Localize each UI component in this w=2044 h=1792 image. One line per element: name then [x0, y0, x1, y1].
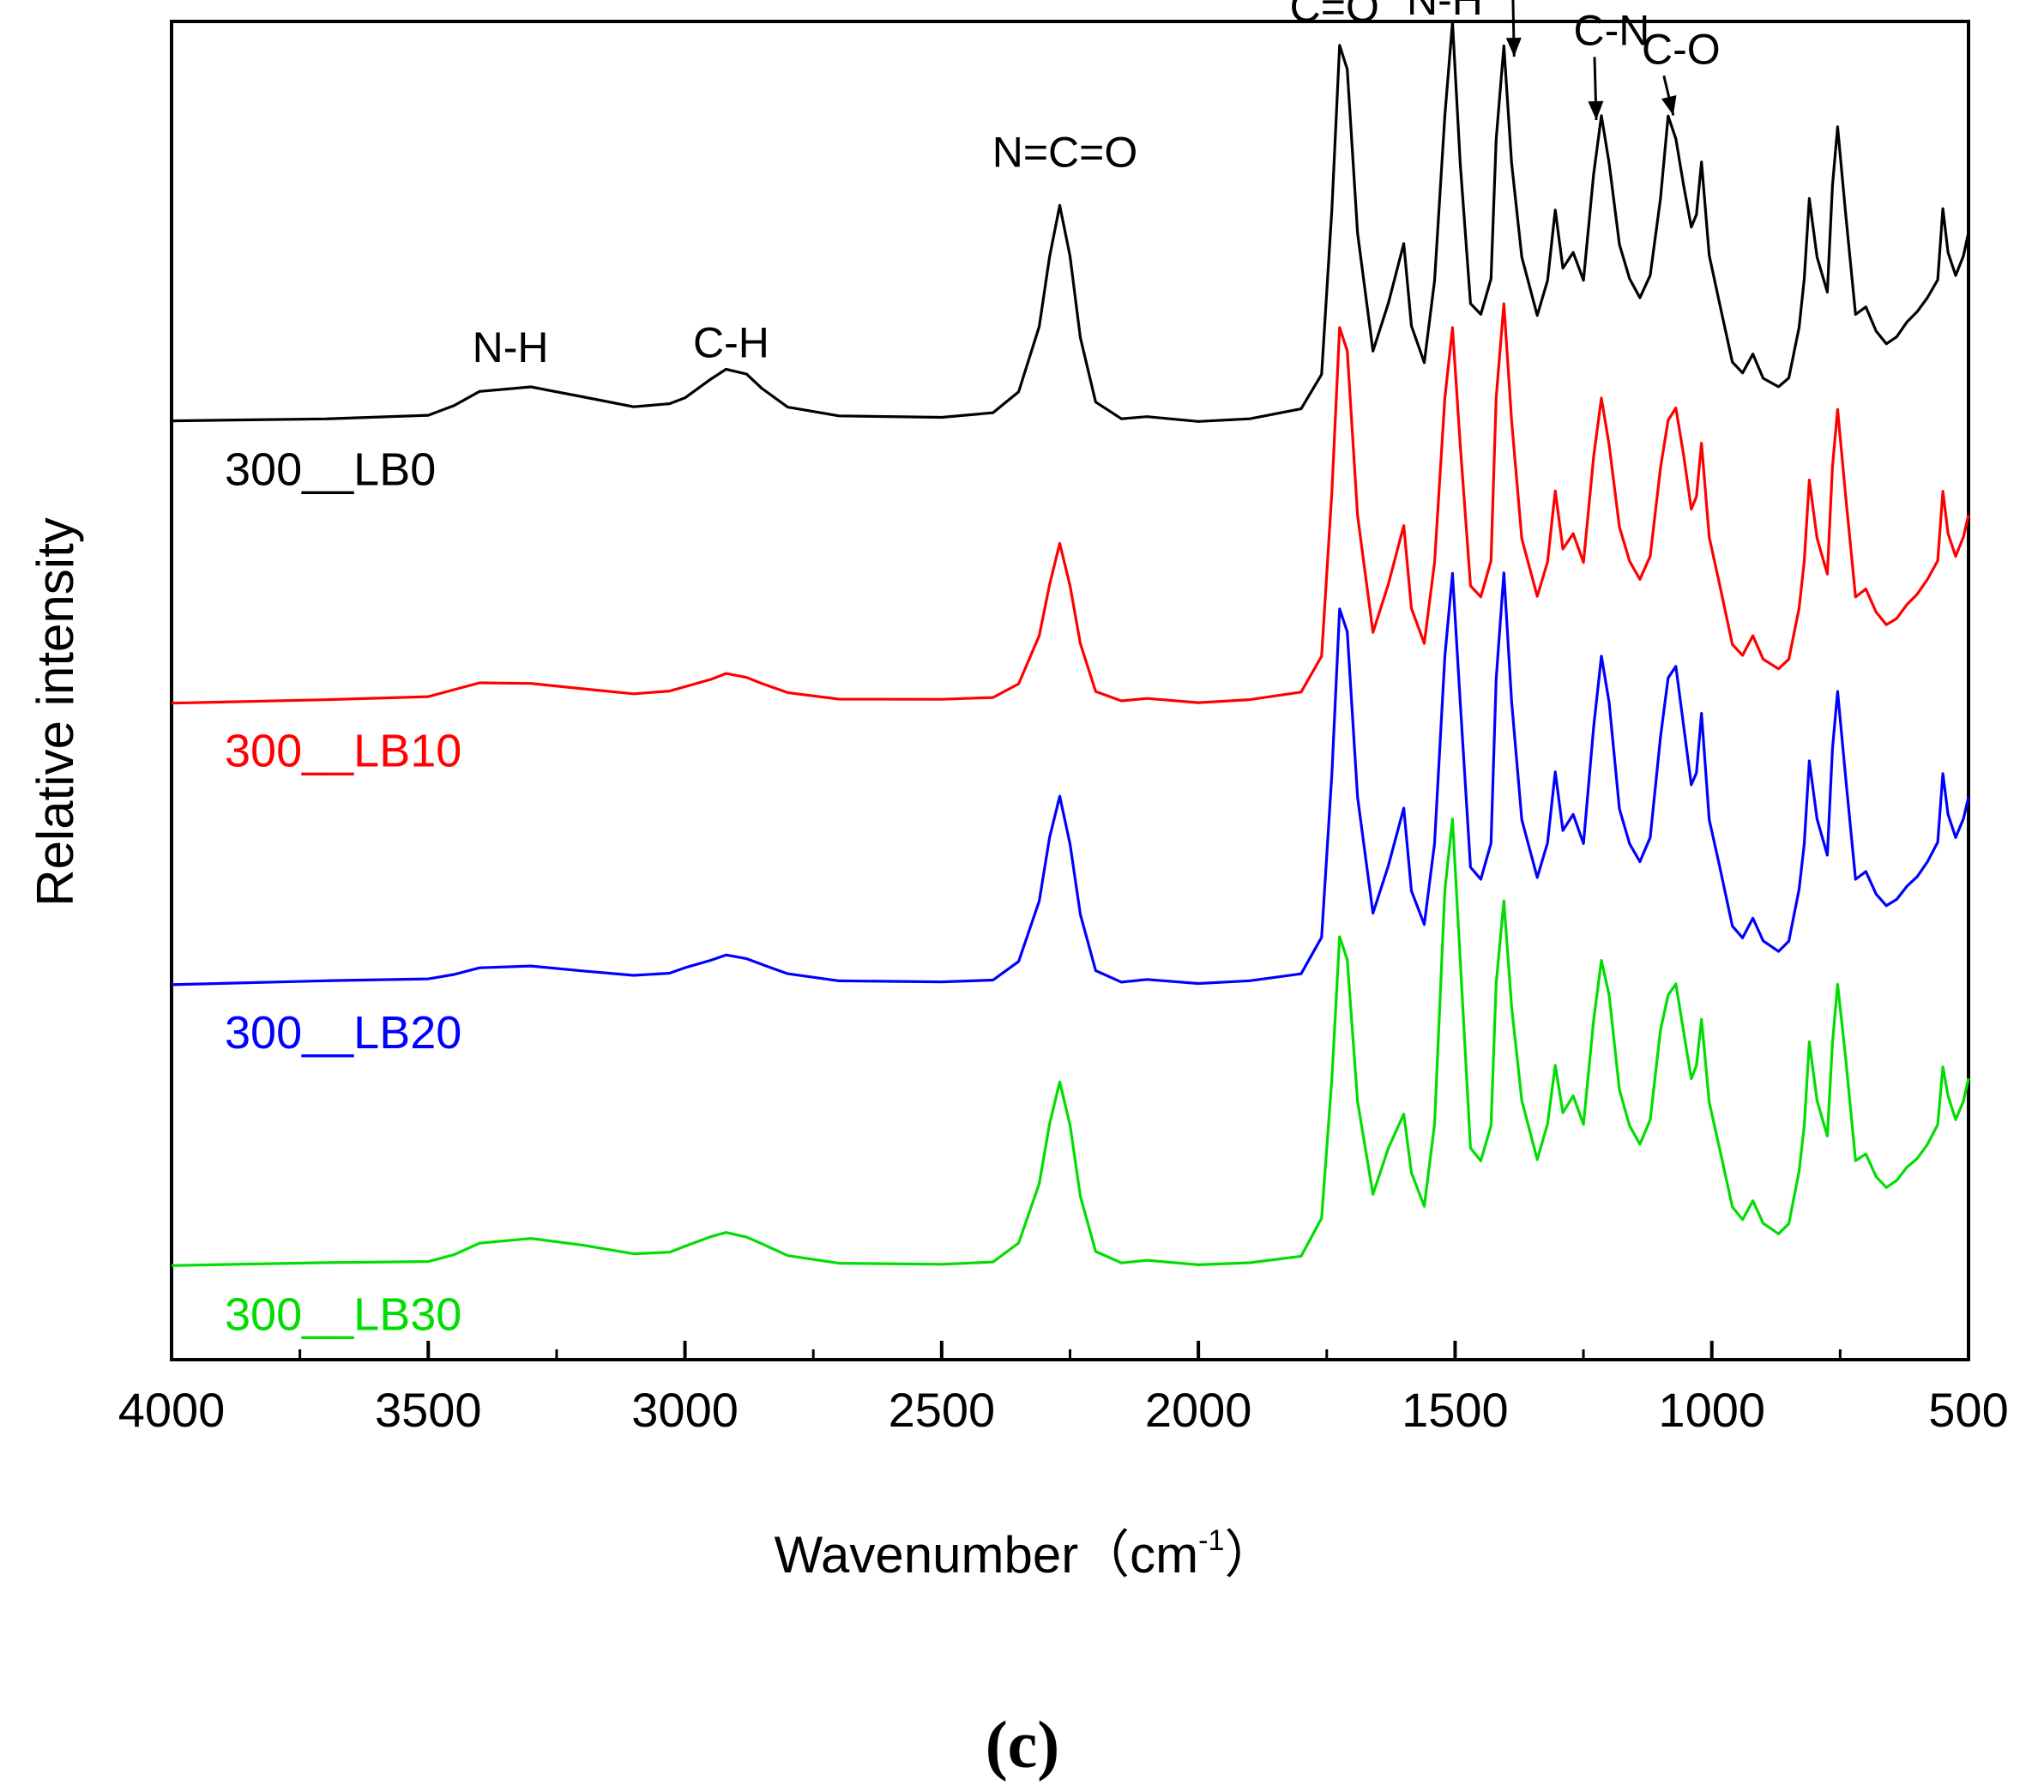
annotation-n-c-o-2: N=C=O [992, 129, 1138, 177]
series-labels: 300__LB0 300__LB10 300__LB20 300__LB30 [225, 443, 461, 1340]
x-axis-tick-labels: 4000 3500 3000 2500 2000 1500 1000 500 [118, 1383, 2009, 1437]
series-line-300-lb30 [171, 818, 1970, 1267]
annotation-n-h-4: N-H [1407, 0, 1483, 24]
annotation-arrowhead-pir [1505, 37, 1522, 57]
x-axis-label-superscript: -1 [1198, 1524, 1224, 1557]
peak-annotations: N-HC-HN=C=OC=ON-HPIRC-NC-O [473, 0, 1721, 371]
annotation-c-n-6: C-N [1574, 6, 1650, 54]
y-axis-label: Relative intensity [27, 517, 84, 907]
series-label-300-lb20: 300__LB20 [225, 1007, 461, 1059]
series-line-300-lb20 [171, 571, 1970, 987]
x-tick-label-4000: 4000 [118, 1383, 226, 1437]
series-label-300-lb0: 300__LB0 [225, 443, 436, 495]
annotation-c-h-1: C-H [693, 318, 769, 366]
x-tick-label-2000: 2000 [1145, 1383, 1252, 1437]
x-tick-label-1500: 1500 [1402, 1383, 1509, 1437]
x-tick-label-3500: 3500 [375, 1383, 482, 1437]
x-tick-label-500: 500 [1928, 1383, 2008, 1437]
x-axis-label-main: Wavenumber（cm [775, 1526, 1199, 1584]
series-label-300-lb10: 300__LB10 [225, 726, 461, 777]
panel-label: (c) [986, 1707, 1060, 1782]
x-axis-label-close: ） [1224, 1526, 1275, 1584]
annotation-arrowhead-c-n [1588, 100, 1604, 120]
series-line-300-lb10 [171, 302, 1970, 705]
annotation-arrowhead-c-o [1661, 94, 1677, 116]
annotation-n-h-0: N-H [473, 323, 549, 371]
annotation-c-o-3: C=O [1290, 0, 1379, 31]
x-tick-label-2500: 2500 [889, 1383, 996, 1437]
series-layer [171, 21, 1970, 1267]
x-axis-label: Wavenumber（cm-1） [775, 1524, 1276, 1584]
annotation-c-o-7: C-O [1642, 25, 1721, 73]
x-tick-label-3000: 3000 [631, 1383, 739, 1437]
series-line-300-lb0 [171, 21, 1970, 423]
x-axis-ticks [170, 1341, 1970, 1360]
x-tick-label-1000: 1000 [1658, 1383, 1765, 1437]
series-label-300-lb30: 300__LB30 [225, 1289, 461, 1341]
